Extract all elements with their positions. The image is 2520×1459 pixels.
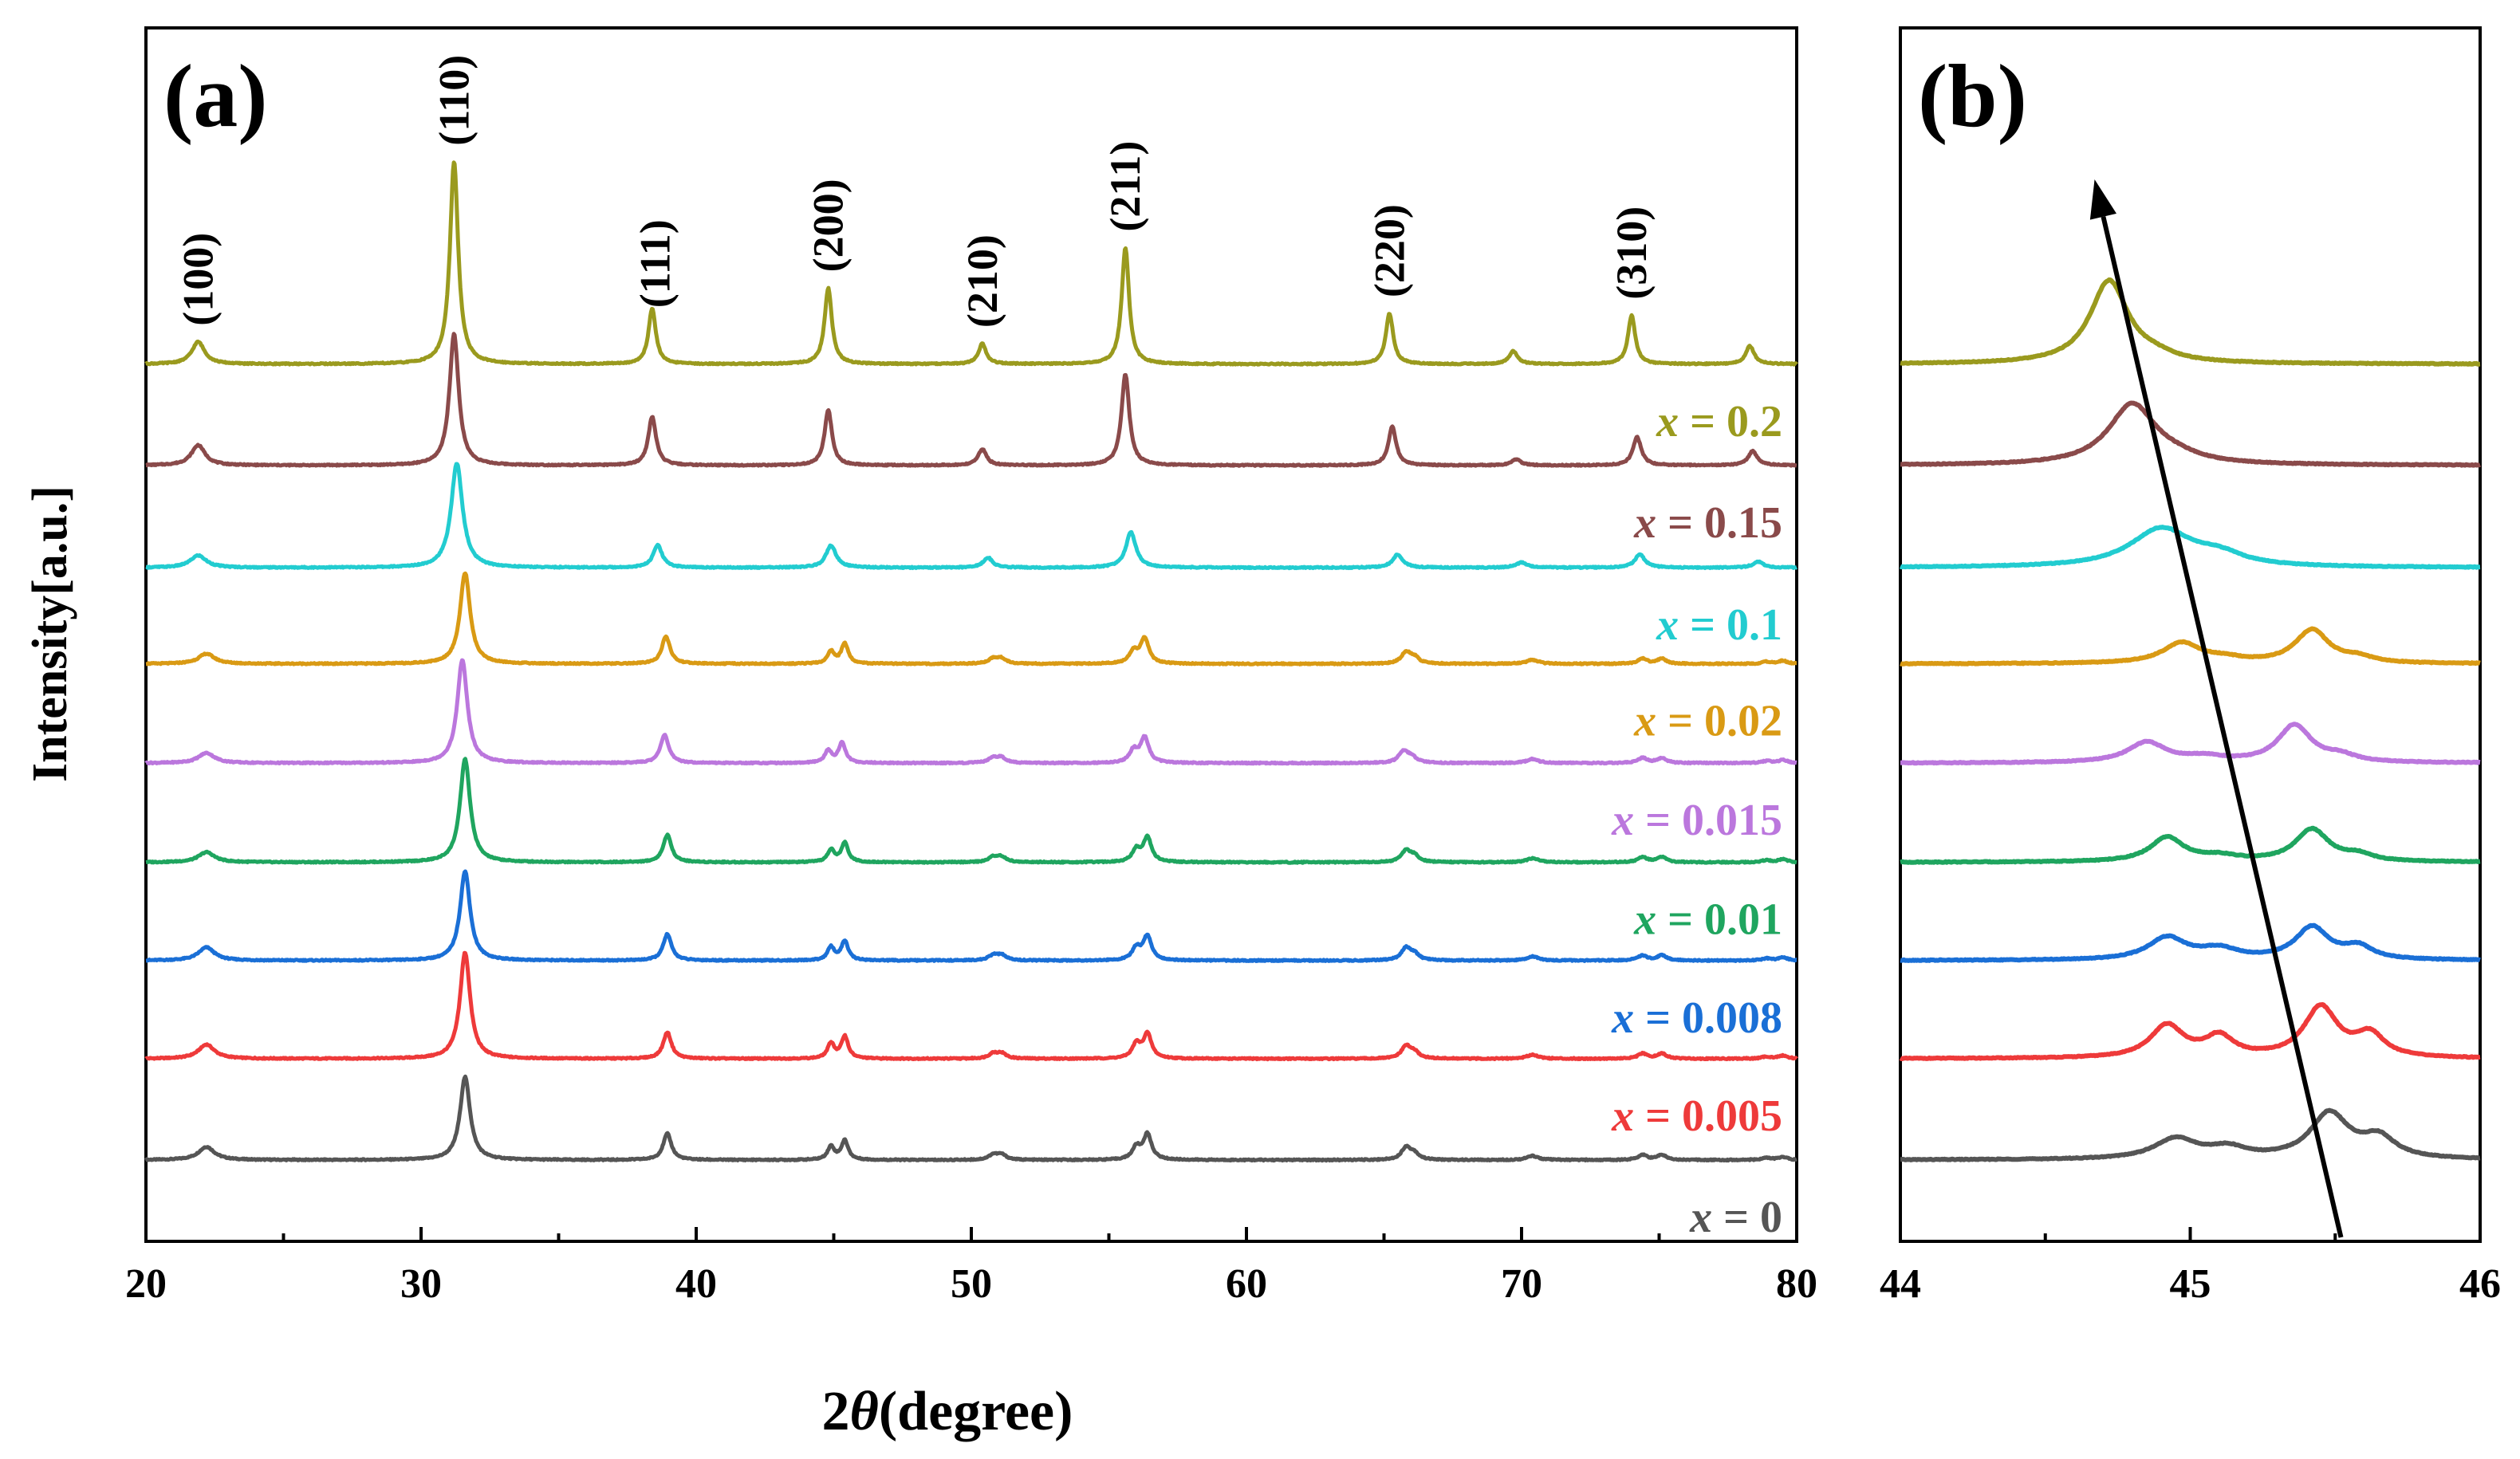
panel-b-series-group (1899, 277, 2482, 1162)
panel-a-peak-labels: (100) (110) (111) (200) (210) (211) (220) (310) (175, 55, 1656, 328)
y-axis-label: Intensity[a.u.] (23, 486, 77, 782)
peak-label: (211) (1101, 141, 1149, 232)
peak-label: (220) (1365, 204, 1413, 297)
panel-b: 44 45 46 (b) (1880, 26, 2501, 1307)
panel-a-label: (a) (163, 47, 268, 146)
trace-b-3 (1899, 825, 2482, 865)
shift-arrow-head (2089, 179, 2116, 220)
x-axis-label: 2θ(degree) (822, 1381, 1073, 1442)
trace-a-1 (144, 950, 1798, 1062)
peak-label: (110) (430, 55, 478, 146)
trace-b-4 (1899, 722, 2482, 766)
x-tick-label: 45 (2170, 1261, 2211, 1307)
trace-a-7 (144, 332, 1798, 468)
series-label: x = 0.15 (1633, 498, 1782, 548)
trace-b-5 (1899, 626, 2482, 667)
x-tick-label: 20 (125, 1261, 167, 1307)
x-tick-label: 70 (1501, 1261, 1542, 1307)
panel-a: (100) (110) (111) (200) (210) (211) (220) (310)… (23, 26, 1817, 1442)
shift-arrow-line (2101, 216, 2344, 1238)
series-label: x = 0.01 (1633, 895, 1782, 945)
trace-b-7 (1899, 400, 2482, 468)
x-tick-label: 46 (2459, 1261, 2501, 1307)
trace-a-2 (144, 869, 1798, 963)
peak-label: (200) (805, 179, 852, 272)
trace-a-6 (144, 462, 1798, 571)
trace-b-8 (1899, 277, 2482, 367)
x-tick-label: 40 (675, 1261, 717, 1307)
panel-a-x-ticks: 20 30 40 50 60 70 80 (125, 1227, 1817, 1307)
peak-label: (310) (1608, 206, 1656, 300)
trace-a-0 (144, 1074, 1798, 1163)
trace-a-4 (144, 658, 1798, 766)
series-label: x = 0 (1689, 1193, 1782, 1242)
panel-b-x-ticks: 44 45 46 (1880, 1227, 2501, 1307)
x-tick-label: 60 (1226, 1261, 1267, 1307)
trace-b-6 (1899, 525, 2482, 570)
x-tick-label: 50 (951, 1261, 992, 1307)
series-label: x = 0.008 (1611, 993, 1782, 1043)
trace-b-1 (1899, 1002, 2482, 1061)
panel-a-series-labels: x = 0 x = 0.005 x = 0.008 x = 0.01 x = 0.015… (1611, 397, 1782, 1242)
trace-b-0 (1899, 1107, 2482, 1162)
panel-b-label: (b) (1918, 47, 2027, 146)
peak-label: (111) (631, 219, 679, 308)
trace-a-3 (144, 757, 1798, 865)
peak-label: (210) (959, 234, 1006, 328)
x-tick-label: 44 (1880, 1261, 1921, 1307)
trace-a-5 (144, 571, 1798, 667)
trace-a-8 (144, 160, 1798, 367)
series-label: x = 0.015 (1611, 796, 1782, 845)
x-tick-label: 30 (400, 1261, 442, 1307)
series-label: x = 0.1 (1656, 600, 1782, 650)
series-label: x = 0.02 (1633, 697, 1782, 746)
series-label: x = 0.2 (1656, 397, 1782, 446)
peak-label: (100) (175, 233, 222, 326)
x-tick-label: 80 (1776, 1261, 1817, 1307)
trace-b-2 (1899, 922, 2482, 963)
series-label: x = 0.005 (1611, 1091, 1782, 1141)
panel-a-series-group (144, 160, 1798, 1163)
